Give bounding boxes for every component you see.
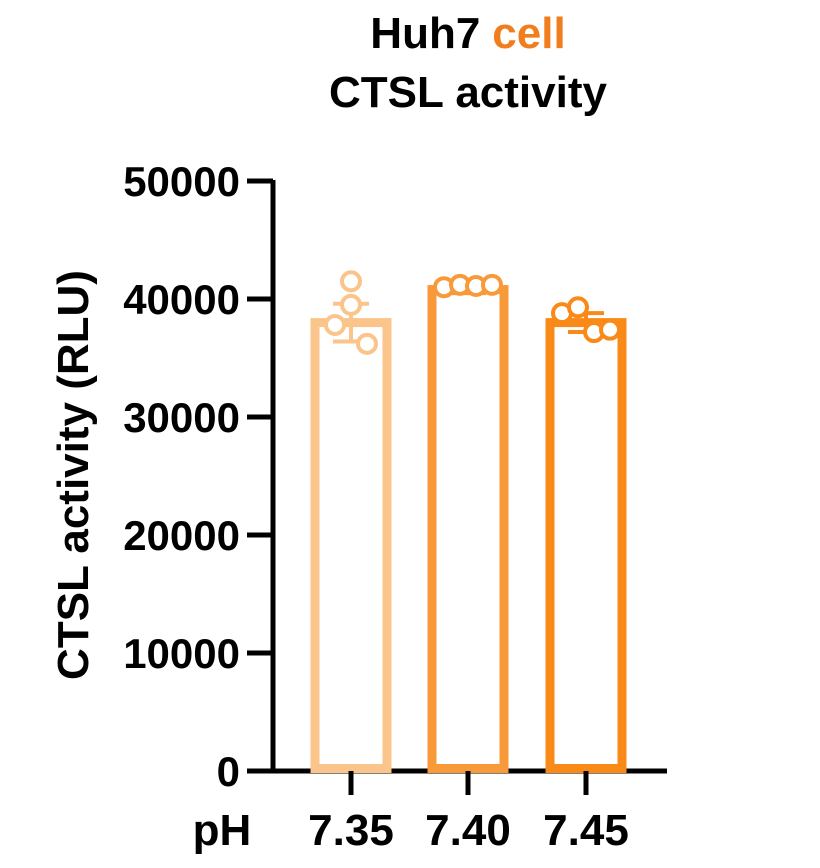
y-tick-label: 40000: [123, 276, 240, 323]
x-tick-label: 7.40: [425, 806, 511, 855]
y-tick-label: 50000: [123, 158, 240, 205]
bar-7.40: [427, 285, 509, 773]
y-tick-label: 0: [217, 748, 240, 795]
y-axis-label: CTSL activity (RLU): [49, 270, 98, 680]
x-tick-label: 7.35: [308, 806, 394, 855]
bar-7.35: [310, 318, 392, 773]
title-cell-line: Huh7: [370, 9, 480, 58]
data-point: [340, 293, 362, 316]
bar-7.45: [545, 318, 627, 773]
data-point: [356, 332, 378, 355]
chart-title-line1: Huh7 cell: [370, 9, 565, 58]
x-tick-labels: 7.35 7.40 7.45: [308, 771, 629, 855]
x-axis-prefix-label: pH: [193, 806, 252, 855]
data-point: [340, 270, 362, 293]
data-point: [481, 273, 503, 296]
data-point: [567, 296, 589, 319]
y-tick-label: 10000: [123, 630, 240, 677]
title-accent: cell: [492, 9, 565, 58]
chart-title-line2: CTSL activity: [329, 68, 607, 117]
y-ticks: 0 10000 20000 30000 40000 50000: [123, 158, 273, 795]
y-tick-label: 20000: [123, 512, 240, 559]
x-tick-label: 7.45: [543, 806, 629, 855]
data-point: [599, 318, 621, 341]
bars: [310, 270, 627, 773]
data-point: [324, 313, 346, 336]
y-tick-label: 30000: [123, 394, 240, 441]
